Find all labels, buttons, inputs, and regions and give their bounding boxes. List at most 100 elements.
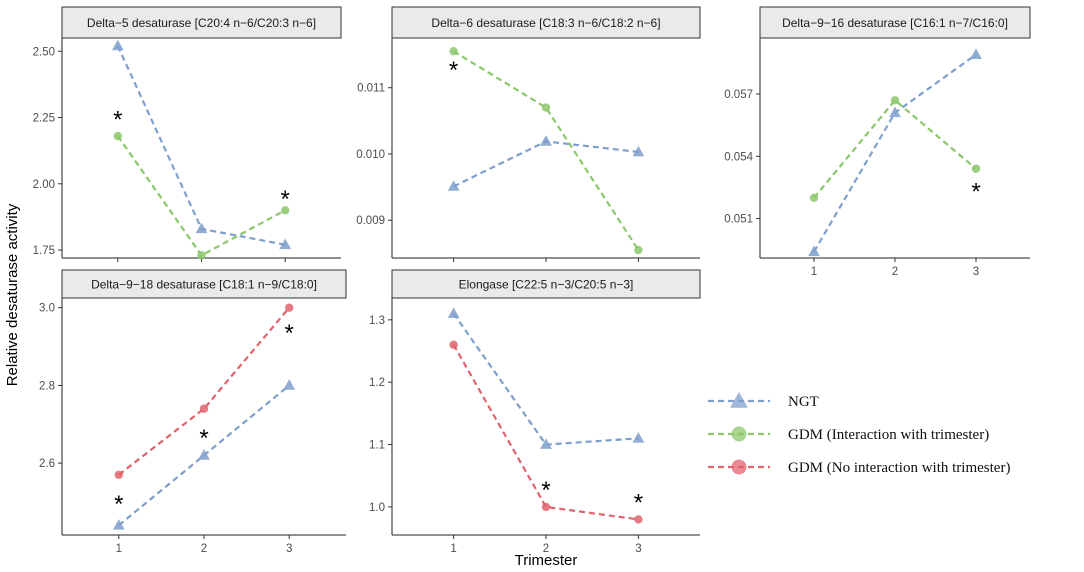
legend-entry-ngt: NGT bbox=[708, 392, 819, 410]
legend-label: GDM (No interaction with trimester) bbox=[788, 460, 1010, 476]
data-point-ngt bbox=[111, 39, 124, 51]
panel-3: Delta−9−16 desaturase [C16:1 n−7/C16:0] 0… bbox=[724, 6, 1031, 278]
panel-title: Delta−6 desaturase [C18:3 n−6/C18:2 n−6] bbox=[431, 16, 660, 30]
panel-strip bbox=[61, 269, 347, 299]
data-point-ngt bbox=[540, 135, 552, 146]
y-tick-label: 1.75 bbox=[33, 245, 55, 257]
data-point-gdm_int bbox=[197, 251, 206, 260]
y-tick-label: 2.8 bbox=[39, 380, 55, 392]
data-point-ngt bbox=[540, 438, 552, 449]
series-line-ngt bbox=[452, 312, 639, 446]
data-point-ngt bbox=[447, 180, 460, 191]
significance-star: * bbox=[449, 57, 458, 84]
panel-5: Elongase [C22:5 n−3/C20:5 n−3] 1.0 1.1 1.2 1… bbox=[369, 269, 701, 555]
series-ngt bbox=[111, 39, 292, 250]
panel-title: Delta−9−16 desaturase [C16:1 n−7/C16:0] bbox=[782, 16, 1008, 30]
series-gdm_int bbox=[809, 96, 981, 203]
data-point-ngt bbox=[632, 432, 645, 443]
y-axis-title: Relative desaturase activity bbox=[4, 203, 21, 386]
legend-label: GDM (Interaction with trimester) bbox=[788, 427, 989, 443]
legend-marker bbox=[730, 392, 748, 408]
x-tick-label: 1 bbox=[450, 543, 456, 555]
significance-star: * bbox=[634, 490, 643, 517]
data-point-gdm_noint bbox=[114, 470, 124, 479]
y-tick-label: 0.009 bbox=[356, 215, 385, 227]
data-point-ngt bbox=[970, 48, 982, 59]
data-point-ngt bbox=[808, 245, 820, 257]
data-point-ngt bbox=[112, 519, 125, 530]
data-point-gdm_noint bbox=[199, 404, 209, 413]
y-tick-label: 0.010 bbox=[356, 149, 385, 161]
y-tick-label: 0.051 bbox=[724, 214, 753, 226]
series-line-ngt bbox=[116, 45, 286, 246]
x-tick-label: 3 bbox=[973, 266, 979, 278]
y-tick-label: 0.011 bbox=[357, 83, 385, 95]
legend: NGT GDM (Interaction with trimester) GDM (… bbox=[708, 392, 1010, 476]
panel-4: Delta−9−18 desaturase [C18:1 n−9/C18:0] 2… bbox=[39, 269, 347, 555]
series-ngt bbox=[808, 48, 982, 257]
series-ngt bbox=[447, 135, 645, 191]
data-point-gdm_int bbox=[634, 245, 643, 255]
data-point-gdm_noint bbox=[634, 515, 643, 524]
x-tick-label: 3 bbox=[635, 543, 641, 555]
significance-star: * bbox=[199, 425, 208, 452]
data-point-gdm_noint bbox=[285, 303, 294, 312]
data-point-ngt bbox=[283, 379, 296, 390]
data-point-ngt bbox=[279, 238, 292, 250]
significance-star: * bbox=[281, 186, 290, 213]
y-tick-label: 2.00 bbox=[33, 179, 55, 191]
significance-star: * bbox=[113, 107, 122, 134]
series-line-ngt bbox=[813, 53, 977, 253]
legend-marker bbox=[731, 426, 747, 442]
series-gdm_int bbox=[449, 47, 643, 255]
legend-label: NGT bbox=[788, 394, 819, 410]
legend-entry-gdm_int: GDM (Interaction with trimester) bbox=[708, 426, 989, 443]
legend-entry-gdm_noint: GDM (No interaction with trimester) bbox=[708, 459, 1010, 476]
x-tick-label: 2 bbox=[892, 266, 898, 278]
data-point-gdm_int bbox=[809, 193, 819, 203]
x-axis-title: Trimester bbox=[515, 552, 578, 569]
significance-star: * bbox=[285, 320, 294, 347]
x-tick-label: 1 bbox=[811, 266, 817, 278]
series-line-gdm_int bbox=[116, 135, 286, 257]
series-gdm_noint bbox=[449, 340, 643, 524]
legend-marker bbox=[731, 459, 747, 475]
x-tick-label: 2 bbox=[543, 543, 549, 555]
y-tick-label: 2.25 bbox=[33, 113, 55, 125]
x-tick-label: 2 bbox=[201, 543, 207, 555]
x-tick-label: 1 bbox=[116, 543, 122, 555]
y-tick-label: 0.054 bbox=[724, 151, 753, 163]
data-point-ngt bbox=[447, 307, 460, 318]
series-line-gdm_noint bbox=[118, 307, 291, 476]
panel-title: Elongase [C22:5 n−3/C20:5 n−3] bbox=[459, 278, 634, 292]
series-line-gdm_noint bbox=[452, 344, 639, 521]
y-tick-label: 1.1 bbox=[369, 440, 385, 452]
data-point-ngt bbox=[632, 145, 645, 157]
series-line-ngt bbox=[453, 140, 639, 188]
x-tick-label: 3 bbox=[286, 543, 292, 555]
panel-strip bbox=[61, 6, 342, 39]
series-gdm_noint bbox=[114, 303, 294, 479]
panel-title: Delta−5 desaturase [C20:4 n−6/C20:3 n−6] bbox=[87, 16, 316, 30]
y-tick-label: 2.6 bbox=[39, 458, 55, 470]
significance-star: * bbox=[971, 179, 980, 206]
y-tick-label: 1.0 bbox=[369, 502, 385, 514]
significance-star: * bbox=[114, 491, 123, 518]
series-line-gdm_int bbox=[813, 98, 977, 199]
y-tick-label: 1.3 bbox=[369, 315, 385, 327]
panel-strip bbox=[391, 6, 701, 39]
data-point-gdm_int bbox=[449, 47, 458, 56]
series-gdm_int bbox=[113, 131, 290, 260]
y-tick-label: 3.0 bbox=[39, 303, 55, 315]
data-point-ngt bbox=[889, 106, 901, 118]
data-point-gdm_int bbox=[541, 103, 551, 112]
panel-strip bbox=[391, 269, 701, 299]
data-point-gdm_int bbox=[281, 206, 290, 215]
panel-2: Delta−6 desaturase [C18:3 n−6/C18:2 n−6]… bbox=[356, 6, 701, 262]
panel-title: Delta−9−18 desaturase [C18:1 n−9/C18:0] bbox=[91, 278, 317, 292]
panels: Delta−5 desaturase [C20:4 n−6/C20:3 n−6]… bbox=[33, 6, 1031, 555]
series-line-gdm_int bbox=[453, 50, 640, 251]
data-point-gdm_int bbox=[113, 131, 123, 141]
data-point-gdm_noint bbox=[541, 502, 551, 512]
